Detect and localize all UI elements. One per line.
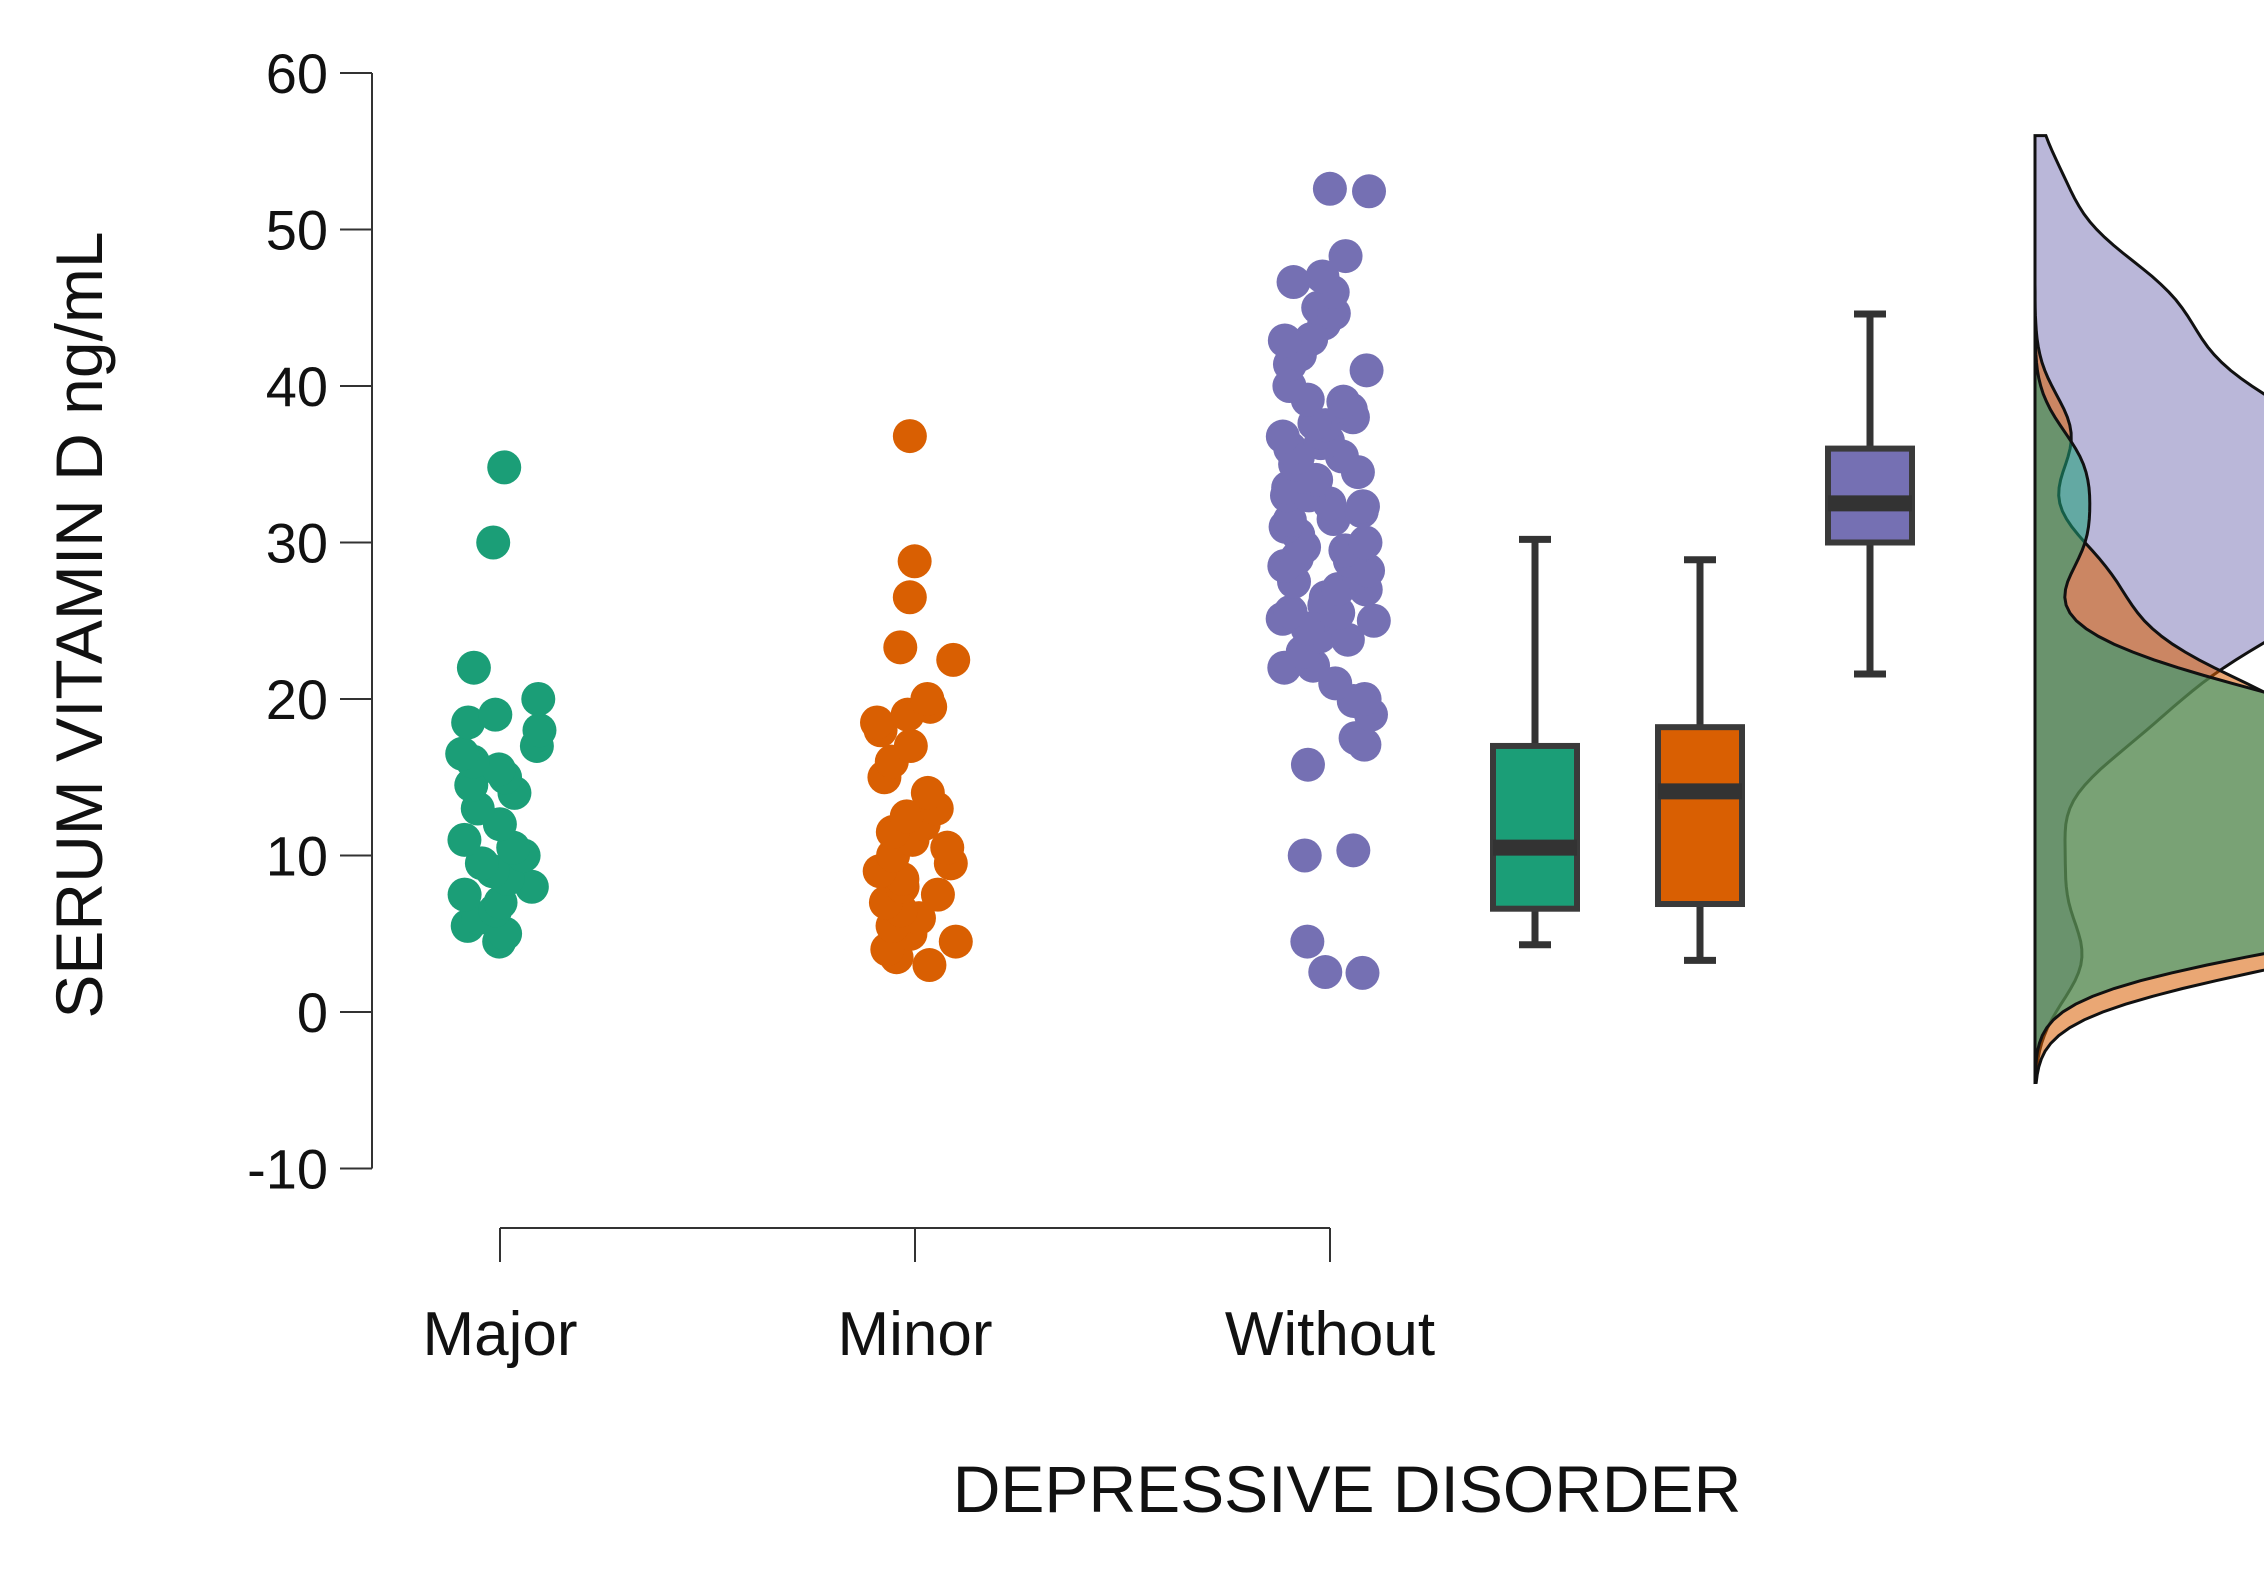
data-point — [920, 877, 955, 912]
points-major — [445, 450, 557, 959]
data-point — [447, 822, 482, 857]
data-point — [1330, 622, 1365, 657]
y-tick-label: 40 — [266, 355, 328, 418]
y-tick-label: 60 — [266, 42, 328, 105]
y-tick-label: 10 — [266, 825, 328, 888]
data-point — [892, 419, 927, 454]
data-point — [912, 948, 947, 983]
data-point — [883, 630, 918, 665]
y-tick-label: 0 — [297, 981, 328, 1044]
data-point — [445, 736, 480, 771]
data-point — [889, 799, 924, 834]
boxplots-layer — [1490, 310, 1915, 964]
data-point — [487, 450, 522, 485]
x-ticks: Major Minor Without — [422, 1228, 1435, 1369]
data-point — [1345, 955, 1380, 990]
data-point — [1272, 503, 1307, 538]
data-point — [1348, 525, 1383, 560]
data-point — [1345, 489, 1380, 524]
boxplot-without — [1825, 310, 1915, 678]
data-point — [481, 752, 516, 787]
y-tick-label: 30 — [266, 512, 328, 575]
data-point — [893, 728, 928, 763]
data-point — [860, 705, 895, 740]
data-point — [1336, 833, 1371, 868]
data-point — [521, 682, 556, 716]
data-point — [1347, 727, 1382, 762]
x-axis-label: DEPRESSIVE DISORDER — [953, 1452, 1742, 1526]
data-point — [1328, 239, 1363, 274]
data-point — [1352, 174, 1387, 209]
data-point — [910, 682, 945, 716]
x-tick-label: Minor — [837, 1300, 992, 1369]
data-point — [447, 877, 482, 912]
data-point — [1349, 353, 1384, 388]
data-point — [456, 650, 491, 685]
data-point — [478, 697, 513, 732]
data-point — [892, 580, 927, 615]
data-point — [1290, 924, 1325, 959]
points-minor — [860, 419, 973, 983]
data-point — [1312, 171, 1347, 206]
data-point — [451, 705, 486, 740]
data-point — [897, 544, 932, 579]
y-tick-label: 50 — [266, 199, 328, 262]
data-point — [1287, 838, 1322, 873]
data-point — [930, 830, 965, 865]
points-without — [1265, 171, 1391, 990]
y-tick-label: -10 — [247, 1138, 328, 1201]
data-point — [522, 713, 557, 748]
data-point — [938, 924, 973, 959]
data-point — [1267, 323, 1302, 358]
x-tick-label: Major — [422, 1300, 577, 1369]
density-layer — [2033, 134, 2264, 1085]
boxplot-major — [1490, 535, 1580, 949]
data-point — [476, 525, 511, 560]
points-layer — [445, 171, 1391, 990]
y-ticks: -10 0 10 20 30 40 50 60 — [247, 42, 372, 1201]
data-point — [1276, 265, 1311, 300]
data-point — [1290, 747, 1325, 782]
data-point — [1273, 594, 1308, 629]
data-point — [1265, 419, 1300, 454]
data-point — [464, 846, 499, 881]
box — [1490, 742, 1580, 912]
y-axis-label: SERUM VITAMIN D ng/mL — [42, 231, 116, 1018]
axes: -10 0 10 20 30 40 50 60 Major Minor Without — [247, 42, 1435, 1369]
y-tick-label: 20 — [266, 668, 328, 731]
data-point — [1356, 603, 1391, 638]
box — [1655, 724, 1745, 908]
data-point — [1305, 259, 1340, 294]
data-point — [936, 642, 971, 677]
data-point — [1308, 955, 1343, 990]
data-point — [910, 775, 945, 810]
boxplot-minor — [1655, 556, 1745, 964]
x-tick-label: Without — [1225, 1300, 1435, 1369]
data-point — [1326, 384, 1361, 419]
